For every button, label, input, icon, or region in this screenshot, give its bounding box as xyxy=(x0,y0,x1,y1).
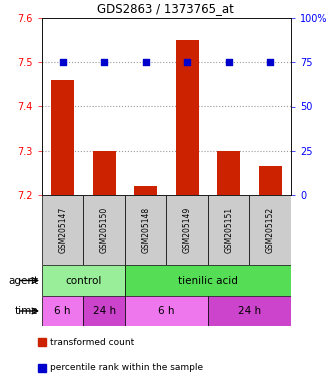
Text: 6 h: 6 h xyxy=(55,306,71,316)
Bar xyxy=(125,195,166,265)
Bar xyxy=(208,195,250,265)
Bar xyxy=(250,195,291,265)
Bar xyxy=(217,151,240,195)
Text: GDS2863 / 1373765_at: GDS2863 / 1373765_at xyxy=(97,2,234,15)
Bar xyxy=(42,265,125,296)
Text: GSM205147: GSM205147 xyxy=(58,207,67,253)
Text: tienilic acid: tienilic acid xyxy=(178,275,238,285)
Text: transformed count: transformed count xyxy=(50,338,134,347)
Text: time: time xyxy=(15,306,39,316)
Bar xyxy=(38,364,46,372)
Text: 24 h: 24 h xyxy=(93,306,116,316)
Text: agent: agent xyxy=(9,275,39,285)
Bar xyxy=(134,186,157,195)
Bar xyxy=(125,296,208,326)
Bar xyxy=(125,265,291,296)
Bar xyxy=(166,195,208,265)
Point xyxy=(226,59,231,65)
Bar xyxy=(42,195,83,265)
Point xyxy=(143,59,148,65)
Bar xyxy=(51,80,74,195)
Bar xyxy=(42,296,83,326)
Point xyxy=(267,59,273,65)
Bar xyxy=(83,195,125,265)
Point xyxy=(185,59,190,65)
Text: 24 h: 24 h xyxy=(238,306,261,316)
Text: GSM205148: GSM205148 xyxy=(141,207,150,253)
Text: control: control xyxy=(65,275,102,285)
Bar xyxy=(208,296,291,326)
Text: GSM205151: GSM205151 xyxy=(224,207,233,253)
Text: 6 h: 6 h xyxy=(158,306,175,316)
Bar xyxy=(38,338,46,346)
Point xyxy=(60,59,66,65)
Bar xyxy=(93,151,116,195)
Bar xyxy=(83,296,125,326)
Point xyxy=(102,59,107,65)
Text: percentile rank within the sample: percentile rank within the sample xyxy=(50,363,203,372)
Text: GSM205152: GSM205152 xyxy=(266,207,275,253)
Bar xyxy=(259,166,282,195)
Text: GSM205150: GSM205150 xyxy=(100,207,109,253)
Text: GSM205149: GSM205149 xyxy=(183,207,192,253)
Bar xyxy=(176,40,199,195)
